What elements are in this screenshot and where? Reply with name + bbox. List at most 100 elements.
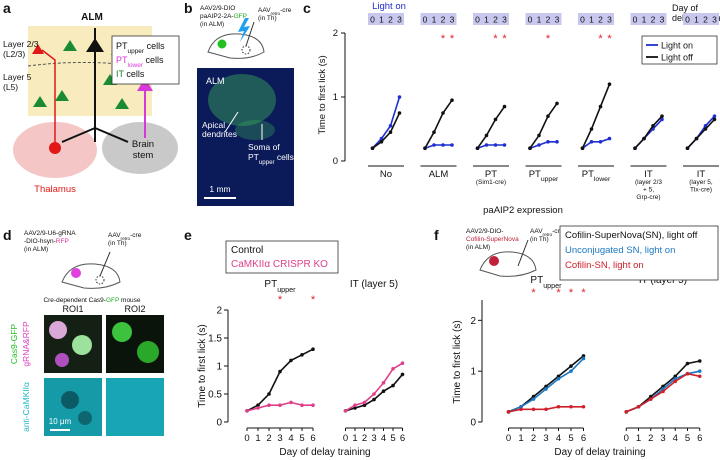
data-point — [660, 114, 664, 118]
day-label: 3 — [397, 15, 402, 25]
day-label: 0 — [580, 15, 585, 25]
light-box — [368, 13, 404, 25]
x-tick-label: 1 — [352, 433, 357, 444]
data-point — [531, 397, 536, 401]
text-run: PT — [264, 279, 277, 290]
data-point — [569, 404, 573, 409]
data-point — [531, 407, 536, 412]
group-label: PT — [485, 169, 497, 180]
data-point — [697, 369, 702, 373]
text-run: PT — [582, 169, 594, 180]
legend-label: Cofilin-SuperNova(SN), light off — [565, 230, 698, 241]
y-tick-label: 1 — [216, 362, 222, 373]
panel-d-schematic — [44, 251, 164, 436]
data-point — [388, 130, 393, 134]
day-label: 1 — [589, 15, 594, 25]
data-point — [546, 114, 550, 118]
data-point — [519, 404, 523, 409]
micrograph — [197, 68, 294, 206]
series-line — [529, 102, 558, 149]
injection-label: (in Th) — [258, 15, 277, 22]
data-point — [506, 410, 511, 414]
legend-label: CaMKIIα CRISPR KO — [231, 259, 328, 270]
day-label: 0 — [528, 15, 533, 25]
x-tick-label: 2 — [531, 433, 536, 444]
data-point — [484, 133, 489, 138]
data-point — [343, 409, 348, 413]
data-point — [660, 117, 664, 122]
day-label: 0 — [475, 15, 480, 25]
significance-star: * — [311, 294, 316, 306]
data-point — [267, 403, 271, 408]
injection-site — [489, 256, 499, 266]
data-point — [400, 361, 405, 366]
series-line — [424, 99, 453, 149]
cell — [78, 411, 92, 425]
layer-label: (L5) — [3, 82, 18, 92]
panel-a-schematic — [13, 26, 180, 178]
day-label: 2 — [546, 15, 551, 25]
series-line — [508, 355, 585, 413]
x-tick-label: 5 — [568, 433, 573, 444]
day-label: 3 — [712, 15, 717, 25]
injection-label: AAV2/9-U6-gRNA — [24, 230, 76, 237]
x-tick-label: 0 — [506, 433, 511, 444]
data-point — [528, 146, 532, 150]
x-tick-label: 6 — [697, 433, 702, 444]
y-axis-label: Time to first lick (s) — [317, 55, 328, 134]
subscript: retro — [121, 236, 131, 241]
day-label: 1 — [484, 15, 489, 25]
series-line — [424, 144, 452, 149]
text-run: anti-CaMKIIα — [21, 382, 31, 432]
text-run: -cre — [552, 228, 564, 235]
injection-label: (in ALM) — [24, 246, 48, 253]
data-point — [651, 124, 655, 128]
injection-label: (in ALM) — [200, 21, 224, 28]
x-tick-label: 3 — [371, 433, 376, 444]
arrows — [224, 111, 263, 140]
thalamus-neuron — [49, 142, 61, 154]
day-label: 2 — [388, 15, 393, 25]
significance-star: * — [450, 33, 455, 45]
legend-label: Unconjugated SN, light on — [565, 245, 675, 256]
needle — [517, 239, 529, 267]
data-point — [598, 140, 603, 144]
significance-star: * — [556, 287, 561, 299]
text-run: -cre — [280, 7, 292, 14]
text-run: IT — [116, 69, 125, 79]
subscript: lower — [594, 176, 611, 183]
data-point — [450, 143, 454, 147]
injection-label: AAV2/9-DIO — [200, 5, 235, 12]
data-point — [685, 361, 690, 366]
data-point — [636, 404, 641, 409]
group-title: PTupper — [530, 275, 562, 290]
x-tick-label: 0 — [244, 433, 249, 444]
group-title: PTupper — [264, 279, 296, 294]
roi-label: ROI1 — [62, 304, 83, 314]
legend-label: PTupper cells — [116, 41, 165, 55]
data-point — [556, 376, 561, 381]
pt-lower-neuron — [137, 78, 153, 91]
scale-label: 1 mm — [209, 184, 230, 194]
day-label: 3 — [660, 15, 665, 25]
text-run: mouse — [119, 297, 141, 304]
data-point — [537, 143, 541, 147]
micrograph — [106, 378, 164, 436]
layer-label: (L2/3) — [3, 49, 25, 59]
data-point — [362, 403, 367, 408]
thalamus-site — [241, 45, 251, 55]
data-point — [300, 403, 304, 408]
text-run: PT — [116, 41, 128, 51]
data-point — [555, 101, 559, 106]
brain-stem-label: Brain — [132, 139, 154, 150]
image-label: Apical — [202, 120, 225, 130]
injection-label: (in ALM) — [466, 244, 490, 251]
legend-label: IT cells — [116, 69, 145, 79]
data-point — [703, 127, 708, 131]
text-run: cells — [275, 152, 294, 162]
legend-box — [225, 240, 339, 274]
x-tick-label: 5 — [390, 433, 395, 444]
region-label: ALM — [81, 12, 103, 23]
data-point — [379, 140, 384, 144]
group-label: (layer 2/3 — [635, 179, 662, 186]
